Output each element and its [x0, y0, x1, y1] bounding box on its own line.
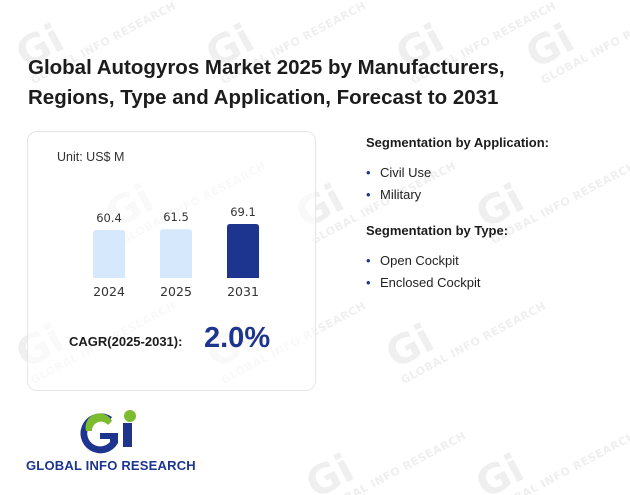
bar-chart: 60.4 2024 61.5 2025 69.1 2031: [93, 205, 259, 299]
unit-label: Unit: US$ M: [57, 150, 125, 164]
market-size-card: Unit: US$ M 60.4 2024 61.5 2025 69.1 2031 CAG…: [27, 131, 316, 391]
data-label: 69.1: [230, 205, 256, 219]
cagr-value: 2.0%: [204, 322, 271, 354]
watermark-text: GLOBAL INFO RESEARCH: [318, 429, 469, 495]
x-tick-label: 2024: [93, 284, 125, 299]
list-item: Enclosed Cockpit: [366, 272, 508, 294]
watermark-text: GLOBAL INFO RESEARCH: [398, 299, 549, 387]
x-tick-label: 2025: [160, 284, 192, 299]
logo-text: GLOBAL INFO RESEARCH: [26, 458, 196, 473]
segmentation-type-title: Segmentation by Type:: [366, 223, 509, 238]
data-label: 61.5: [163, 210, 189, 224]
x-tick-label: 2031: [227, 284, 259, 299]
watermark-mark: Gi: [298, 445, 362, 495]
segmentation-application: Segmentation by Application: Civil Use M…: [366, 135, 549, 206]
bar-2024: [93, 230, 125, 278]
list-item: Military: [366, 184, 549, 206]
watermark-mark: Gi: [468, 445, 532, 495]
watermark-text: GLOBAL INFO RESEARCH: [488, 429, 630, 495]
type-list: Open Cockpit Enclosed Cockpit: [366, 250, 508, 294]
logo-mark-icon: [80, 410, 136, 454]
application-list: Civil Use Military: [366, 162, 549, 206]
bar-2031: [227, 224, 259, 278]
data-label: 60.4: [96, 211, 122, 225]
segmentation-application-title: Segmentation by Application:: [366, 135, 549, 150]
segmentation-type: Segmentation by Type: Open Cockpit Enclo…: [366, 223, 508, 294]
list-item: Civil Use: [366, 162, 549, 184]
page-title: Global Autogyros Market 2025 by Manufact…: [28, 56, 505, 109]
list-item: Open Cockpit: [366, 250, 508, 272]
bar-2025: [160, 229, 192, 278]
company-logo: GLOBAL INFO RESEARCH: [26, 407, 211, 477]
cagr-label: CAGR(2025-2031):: [69, 334, 183, 349]
